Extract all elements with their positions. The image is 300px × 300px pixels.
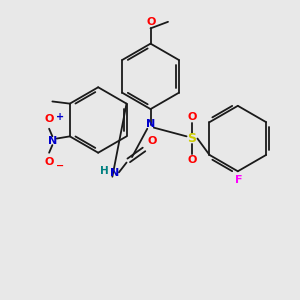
- Text: O: O: [44, 157, 54, 167]
- Text: S: S: [188, 132, 196, 145]
- Text: O: O: [147, 17, 156, 27]
- Text: F: F: [235, 175, 243, 184]
- Text: +: +: [56, 112, 64, 122]
- Text: N: N: [146, 119, 155, 129]
- Text: −: −: [56, 160, 64, 170]
- Text: N: N: [110, 169, 119, 178]
- Text: O: O: [187, 155, 197, 165]
- Text: N: N: [48, 136, 57, 146]
- Text: H: H: [100, 166, 109, 176]
- Text: O: O: [44, 114, 54, 124]
- Text: O: O: [147, 136, 157, 146]
- Text: O: O: [187, 112, 197, 122]
